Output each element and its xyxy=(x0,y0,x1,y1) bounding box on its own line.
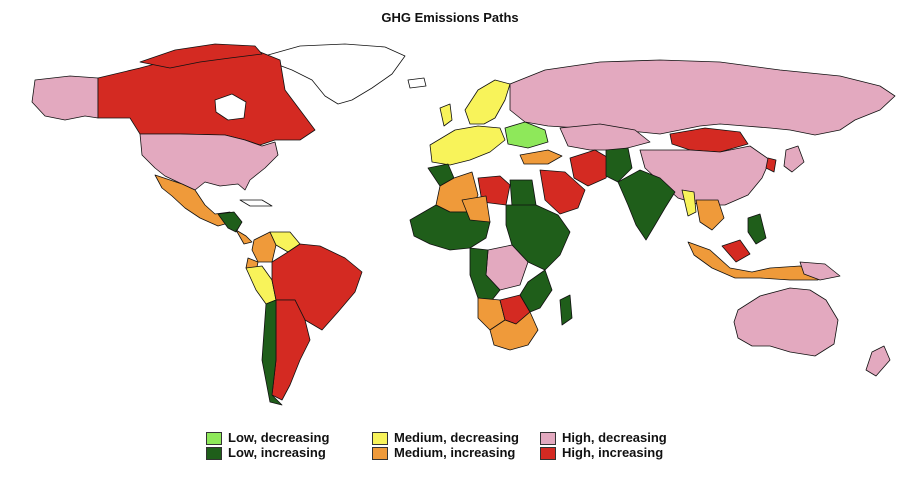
region-central-africa xyxy=(469,247,501,301)
legend-swatch xyxy=(206,431,222,445)
region-alaska xyxy=(31,75,99,121)
legend-label: Low, decreasing xyxy=(228,430,330,445)
region-australia xyxy=(733,287,839,357)
region-sudan-ethiopia xyxy=(505,204,571,271)
region-borneo xyxy=(721,239,751,263)
region-india xyxy=(617,169,676,241)
region-western-europe xyxy=(429,125,506,166)
region-indochina xyxy=(695,199,725,231)
map-title: GHG Emissions Paths xyxy=(381,10,519,25)
legend-swatch xyxy=(372,446,388,460)
region-mongolia xyxy=(669,127,749,153)
legend-item: High, increasing xyxy=(540,446,663,460)
region-greenland xyxy=(267,43,406,105)
region-usa xyxy=(139,133,279,191)
region-scandinavia xyxy=(464,79,511,125)
region-madagascar xyxy=(559,294,573,326)
legend-label: Medium, decreasing xyxy=(394,430,519,445)
legend-item: Low, increasing xyxy=(206,446,326,460)
legend-swatch xyxy=(540,446,556,460)
region-central-asia xyxy=(559,123,651,151)
region-canada-islands xyxy=(139,43,263,69)
legend-label: Low, increasing xyxy=(228,445,326,460)
region-new-zealand xyxy=(865,345,891,377)
region-korea xyxy=(765,157,777,173)
region-indonesia xyxy=(687,241,823,281)
region-egypt xyxy=(509,179,537,207)
legend-swatch xyxy=(540,431,556,445)
legend: Low, decreasing Low, increasing Medium, de… xyxy=(206,431,706,463)
legend-item: Low, decreasing xyxy=(206,431,329,445)
legend-swatch xyxy=(206,446,222,460)
region-saudi xyxy=(539,169,586,215)
region-uk xyxy=(439,103,453,127)
region-hudson-bay xyxy=(214,93,247,121)
legend-item: Medium, decreasing xyxy=(372,431,519,445)
region-new-guinea xyxy=(799,261,841,281)
legend-item: High, decreasing xyxy=(540,431,667,445)
region-niger xyxy=(461,195,491,223)
region-pakistan xyxy=(605,147,633,183)
region-chile xyxy=(261,299,283,406)
region-turkey xyxy=(519,149,563,165)
region-panama xyxy=(235,229,253,245)
region-russia xyxy=(509,59,896,136)
region-iran xyxy=(569,149,613,187)
region-japan xyxy=(783,145,805,173)
region-peru xyxy=(245,265,277,305)
region-central-america xyxy=(217,211,243,233)
region-myanmar xyxy=(681,189,697,217)
region-iceland xyxy=(407,77,427,89)
region-south-africa xyxy=(489,311,539,351)
region-cuba xyxy=(239,199,273,207)
region-mozambique xyxy=(519,269,553,313)
legend-label: High, decreasing xyxy=(562,430,667,445)
legend-label: Medium, increasing xyxy=(394,445,516,460)
region-ukraine xyxy=(504,121,549,149)
region-philippines xyxy=(747,213,767,245)
legend-label: High, increasing xyxy=(562,445,664,460)
legend-swatch xyxy=(372,431,388,445)
world-map xyxy=(31,43,896,406)
legend-item: Medium, increasing xyxy=(372,446,515,460)
